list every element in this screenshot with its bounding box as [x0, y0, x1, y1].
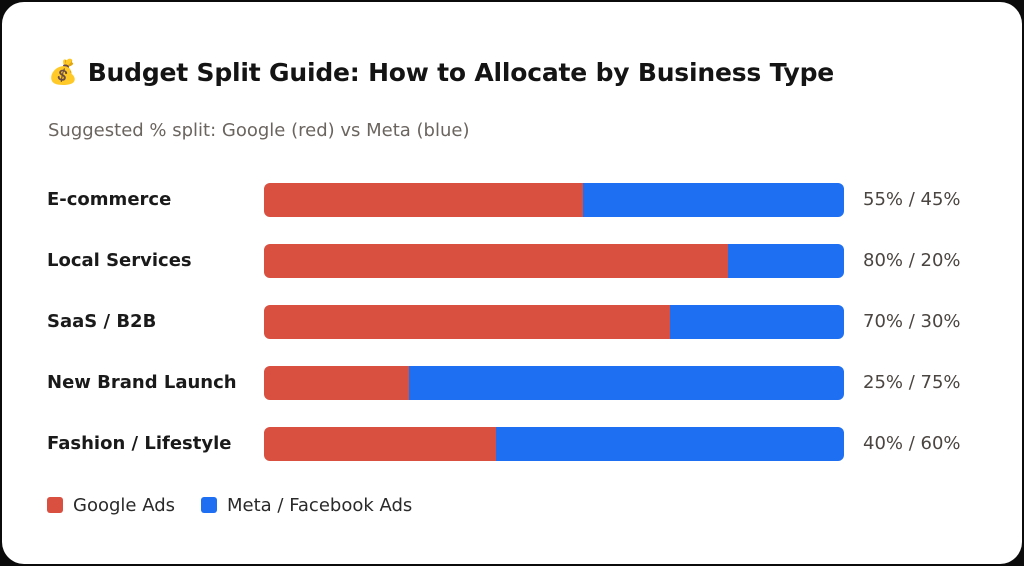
- legend-label-meta: Meta / Facebook Ads: [227, 494, 413, 516]
- bar-row: E-commerce 55% / 45%: [2, 183, 1022, 217]
- split-value-label: 40% / 60%: [863, 433, 961, 454]
- category-label: SaaS / B2B: [47, 311, 157, 332]
- bar-row: Local Services 80% / 20%: [2, 244, 1022, 278]
- legend-item-meta: Meta / Facebook Ads: [201, 495, 412, 516]
- legend-label-google: Google Ads: [73, 494, 175, 516]
- legend-item-google: Google Ads: [47, 495, 175, 516]
- bar-row: New Brand Launch 25% / 75%: [2, 366, 1022, 400]
- bar-segment-google: [264, 366, 409, 400]
- stacked-bar: [264, 305, 844, 339]
- chart-title: 💰 Budget Split Guide: How to Allocate by…: [48, 52, 834, 92]
- stacked-bar: [264, 183, 844, 217]
- bar-segment-google: [264, 305, 670, 339]
- bar-segment-google: [264, 244, 728, 278]
- legend-swatch-google: [47, 497, 63, 513]
- stacked-bar: [264, 427, 844, 461]
- bar-segment-meta: [583, 183, 844, 217]
- bar-segment-meta: [496, 427, 844, 461]
- bar-segment-meta: [409, 366, 844, 400]
- bar-segment-meta: [670, 305, 844, 339]
- split-value-label: 55% / 45%: [863, 189, 961, 210]
- split-value-label: 25% / 75%: [863, 372, 961, 393]
- money-bag-icon: 💰: [48, 58, 78, 86]
- stacked-bar: [264, 244, 844, 278]
- chart-subtitle: Suggested % split: Google (red) vs Meta …: [48, 120, 470, 141]
- split-value-label: 80% / 20%: [863, 250, 961, 271]
- category-label: Local Services: [47, 250, 192, 271]
- category-label: Fashion / Lifestyle: [47, 433, 232, 454]
- category-label: New Brand Launch: [47, 372, 237, 393]
- bar-segment-meta: [728, 244, 844, 278]
- legend-swatch-meta: [201, 497, 217, 513]
- bar-segment-google: [264, 183, 583, 217]
- bar-segment-google: [264, 427, 496, 461]
- bar-row: Fashion / Lifestyle 40% / 60%: [2, 427, 1022, 461]
- bar-row: SaaS / B2B 70% / 30%: [2, 305, 1022, 339]
- legend: Google Ads Meta / Facebook Ads: [47, 492, 438, 518]
- category-label: E-commerce: [47, 189, 172, 210]
- split-value-label: 70% / 30%: [863, 311, 961, 332]
- chart-title-text: Budget Split Guide: How to Allocate by B…: [87, 57, 835, 87]
- stacked-bar: [264, 366, 844, 400]
